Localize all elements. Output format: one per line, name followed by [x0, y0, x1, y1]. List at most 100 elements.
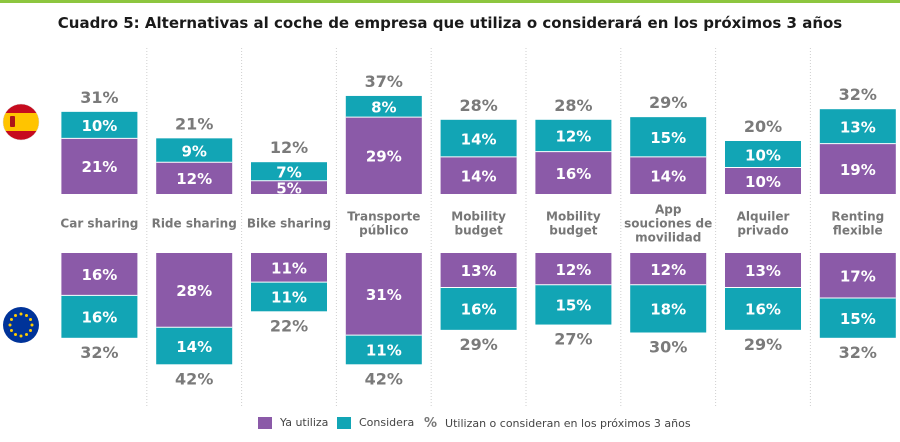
bar-es-considera [440, 119, 517, 157]
bar-es-ya-utiliza [819, 143, 896, 194]
legend-swatch-ya-utiliza [258, 416, 272, 429]
label-es-total: 32% [839, 85, 877, 104]
label-eu-ya-utiliza: 31% [366, 286, 402, 304]
bar-eu-considera [725, 287, 801, 330]
category-label: Bike sharing [247, 217, 331, 231]
label-es-ya-utiliza: 19% [840, 161, 876, 179]
bar-eu-considera [440, 287, 517, 330]
legend-percent-symbol: % [424, 416, 438, 431]
label-eu-ya-utiliza: 13% [745, 262, 781, 280]
eu-star [14, 333, 17, 337]
label-eu-total: 29% [744, 335, 782, 354]
bar-es-considera [725, 141, 801, 168]
bar-eu-ya-utiliza [630, 253, 707, 285]
bar-eu-considera [251, 282, 327, 312]
label-eu-ya-utiliza: 17% [840, 268, 876, 286]
legend-item-total: % Utilizan o consideran en los próximos … [424, 416, 691, 431]
label-es-total: 21% [175, 114, 213, 133]
legend-label-considera: Considera [359, 416, 415, 429]
label-es-total: 37% [365, 72, 403, 91]
label-es-total: 29% [649, 93, 687, 112]
bar-eu-considera [535, 284, 612, 325]
label-eu-considera: 16% [81, 309, 117, 327]
label-eu-considera: 16% [461, 301, 497, 319]
eu-star [29, 318, 33, 321]
eu-star [19, 334, 23, 338]
legend-item-ya-utiliza: Ya utiliza [258, 416, 328, 429]
label-es-total: 28% [459, 96, 497, 115]
label-es-ya-utiliza: 21% [81, 158, 117, 176]
label-es-ya-utiliza: 14% [650, 167, 686, 185]
label-es-considera: 12% [555, 128, 591, 146]
label-eu-total: 32% [839, 343, 877, 362]
label-eu-total: 22% [270, 316, 308, 335]
bar-eu-ya-utiliza [61, 253, 138, 296]
legend-label-total: Utilizan o consideran en los próximos 3 … [445, 417, 691, 430]
bar-eu-considera [819, 298, 896, 338]
eu-star [14, 313, 17, 317]
label-eu-considera: 15% [840, 310, 876, 328]
label-eu-ya-utiliza: 12% [555, 261, 591, 279]
bar-eu-considera [156, 327, 233, 365]
label-eu-ya-utiliza: 13% [461, 262, 497, 280]
bar-eu-considera [630, 284, 707, 333]
label-es-considera: 8% [371, 99, 396, 117]
label-eu-total: 27% [554, 330, 592, 349]
label-es-ya-utiliza: 16% [555, 165, 591, 183]
label-es-considera: 13% [840, 118, 876, 136]
bar-es-considera [61, 111, 138, 139]
label-eu-ya-utiliza: 12% [650, 261, 686, 279]
label-es-ya-utiliza: 14% [461, 167, 497, 185]
eu-star [25, 313, 28, 317]
category-label: App souciones de movilidad [624, 203, 712, 245]
category-label: Transporte público [347, 210, 420, 238]
label-es-ya-utiliza: 5% [276, 179, 301, 197]
bar-es-ya-utiliza [725, 167, 801, 194]
chart-title: Cuadro 5: Alternativas al coche de empre… [57, 14, 843, 32]
label-eu-considera: 15% [555, 297, 591, 315]
bar-eu-ya-utiliza [440, 253, 517, 288]
label-es-total: 20% [744, 117, 782, 136]
bar-eu-ya-utiliza [251, 253, 327, 283]
eu-star [8, 323, 12, 327]
label-eu-considera: 11% [271, 289, 307, 307]
label-eu-considera: 14% [176, 338, 212, 356]
category-label: Alquiler privado [737, 210, 790, 238]
label-eu-considera: 16% [745, 301, 781, 319]
legend-label-ya-utiliza: Ya utiliza [280, 416, 329, 429]
label-es-total: 12% [270, 138, 308, 157]
category-label: Mobility budget [546, 210, 601, 238]
category-label: Renting flexible [831, 210, 884, 238]
bar-es-considera [535, 119, 612, 152]
legend-swatch-considera [337, 416, 351, 429]
bar-es-ya-utiliza [156, 162, 233, 194]
label-eu-ya-utiliza: 28% [176, 282, 212, 300]
label-es-ya-utiliza: 29% [366, 148, 402, 166]
stacked-bar-chart: 21% 10% 31% Car sharing 16% 16% 32% 12% 9% 21% Rid… [2, 48, 896, 408]
label-eu-considera: 18% [650, 301, 686, 319]
label-eu-ya-utiliza: 11% [271, 260, 307, 278]
label-eu-total: 29% [459, 335, 497, 354]
category-label: Car sharing [60, 217, 138, 231]
label-es-total: 28% [554, 96, 592, 115]
eu-star [9, 318, 13, 321]
label-es-considera: 10% [745, 146, 781, 164]
eu-star [9, 329, 13, 332]
bar-es-considera [251, 162, 327, 181]
bar-es-considera [156, 138, 233, 163]
bar-es-considera [819, 109, 896, 144]
eu-star [25, 333, 28, 337]
spain-flag-icon [2, 103, 40, 141]
label-eu-total: 42% [175, 369, 213, 388]
bar-es-ya-utiliza [630, 156, 707, 194]
bar-es-considera [630, 117, 707, 157]
legend-item-considera: Considera [337, 416, 414, 429]
bar-eu-ya-utiliza [156, 253, 233, 328]
label-eu-considera: 11% [366, 342, 402, 360]
bar-es-ya-utiliza [251, 180, 327, 194]
label-eu-total: 32% [80, 343, 118, 362]
label-es-ya-utiliza: 10% [745, 173, 781, 191]
bar-eu-ya-utiliza [345, 253, 422, 336]
bar-eu-considera [345, 335, 422, 365]
bar-es-ya-utiliza [440, 156, 517, 194]
